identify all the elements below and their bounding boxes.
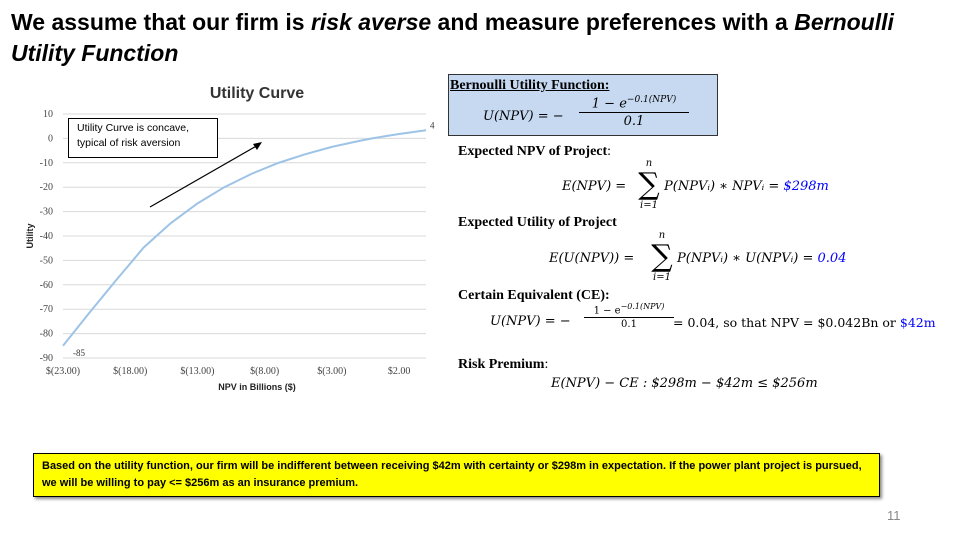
annotation-line-1: Utility Curve is concave,: [77, 122, 190, 134]
y-tick-label: -90: [40, 353, 53, 364]
expected-npv-colon: :: [607, 144, 612, 159]
slide-title: We assume that our firm is risk averse a…: [11, 7, 941, 69]
fraction-bar: [584, 317, 674, 319]
chart-title: Utility Curve: [210, 85, 304, 102]
expected-utility-lhs: E(U(NPV)) =: [549, 251, 635, 266]
title-emphasis-1: risk averse: [310, 9, 432, 35]
expected-npv-heading-text: Expected NPV of Project: [458, 144, 608, 159]
y-tick-label: -40: [40, 231, 53, 242]
utility-curve-line: [62, 129, 427, 347]
sum-upper-limit: n: [658, 230, 666, 241]
ce-numerator: 1 − e−0.1(NPV): [584, 302, 674, 316]
expected-npv-lhs: E(NPV) =: [562, 179, 627, 194]
title-emphasis-2: Bernoulli Utility Function: [11, 9, 894, 66]
y-axis-label: Utility: [25, 223, 35, 248]
y-tick-label: -80: [40, 329, 53, 340]
ce-denominator: 0.1: [621, 319, 637, 331]
sum-upper-limit: n: [645, 158, 653, 169]
expected-npv-value: $298m: [783, 179, 829, 194]
ce-lhs: U(NPV) = −: [490, 314, 571, 329]
sigma-symbol: ∑: [651, 239, 673, 274]
x-tick-label: $(13.00): [180, 366, 214, 377]
conclusion-note: Based on the utility function, our firm …: [33, 453, 880, 497]
expected-npv-rhs-text: P(NPVᵢ) ∗ NPVᵢ =: [664, 179, 780, 194]
bernoulli-exponent: −0.1(NPV): [626, 95, 677, 105]
y-tick-label: -50: [40, 255, 53, 266]
ce-rhs: = 0.04, so that NPV = $0.042Bn or $42m: [673, 315, 936, 330]
chart-gridlines: [63, 113, 426, 359]
y-axis-ticks: 10 0 -10 -20 -30 -40 -50 -60 -70 -80 -90: [40, 109, 53, 364]
ce-value: $42m: [899, 315, 936, 330]
y-tick-label: 0: [48, 133, 53, 144]
y-tick-label: -60: [40, 280, 53, 291]
x-tick-label: $2.00: [388, 366, 411, 377]
sigma-symbol: ∑: [638, 167, 660, 202]
ce-exponent: −0.1(NPV): [620, 302, 665, 311]
expected-utility-value: 0.04: [817, 251, 847, 266]
chart-series: [62, 129, 427, 347]
annotation-box: Utility Curve is concave, typical of ris…: [68, 118, 218, 158]
expected-npv-heading: Expected NPV of Project:: [458, 144, 611, 160]
chart-point-labels: -85 4: [73, 120, 435, 357]
x-tick-label: $(3.00): [317, 366, 346, 377]
y-tick-label: -70: [40, 304, 53, 315]
y-tick-label: -30: [40, 207, 53, 218]
annotation-arrow: [149, 143, 261, 208]
expected-utility-rhs-text: P(NPVᵢ) ∗ U(NPVᵢ) =: [677, 251, 814, 266]
expected-utility-rhs: P(NPVᵢ) ∗ U(NPVᵢ) = 0.04: [677, 251, 846, 266]
sum-icon: n ∑ i=1: [649, 230, 675, 284]
utility-curve-chart: Utility Curve 10 0 -10 -20 -30 -40 -50 -60 -70 -8…: [25, 85, 435, 392]
ce-numerator-base: 1 − e: [593, 305, 621, 317]
bernoulli-denominator: 0.1: [623, 114, 645, 130]
bernoulli-lhs: U(NPV) = −: [483, 109, 564, 124]
arrow-head-icon: [253, 142, 262, 150]
x-tick-label: $(23.00): [46, 366, 80, 377]
sum-lower-limit: i=1: [640, 200, 658, 211]
expected-utility-heading: Expected Utility of Project: [458, 215, 617, 230]
sum-icon: n ∑ i=1: [636, 158, 662, 212]
title-text-2: and measure preferences with a: [431, 9, 795, 35]
bernoulli-heading: Bernoulli Utility Function:: [450, 78, 610, 93]
risk-premium-colon: :: [544, 357, 549, 372]
title-text-1: We assume that our firm is: [11, 9, 311, 35]
y-tick-label: -10: [40, 158, 53, 169]
bernoulli-fraction: 1 − e−0.1(NPV) 0.1: [579, 95, 689, 129]
annotation-line-2: typical of risk aversion: [77, 137, 181, 149]
risk-premium-equation: E(NPV) − CE : $298m − $42m ≤ $256m: [551, 376, 818, 391]
expected-npv-rhs: P(NPVᵢ) ∗ NPVᵢ = $298m: [664, 179, 829, 194]
slide-number: 11: [887, 508, 901, 523]
y-tick-label: -20: [40, 182, 53, 193]
fraction-bar: [579, 112, 689, 114]
x-tick-label: $(8.00): [250, 366, 279, 377]
x-axis-ticks: $(23.00) $(18.00) $(13.00) $(8.00) $(3.00) $2…: [46, 366, 410, 377]
bernoulli-formula-box: Bernoulli Utility Function: U(NPV) = − 1…: [448, 74, 718, 136]
x-tick-label: $(18.00): [113, 366, 147, 377]
ce-fraction: 1 − e−0.1(NPV) 0.1: [584, 302, 674, 330]
bernoulli-numerator: 1 − e−0.1(NPV): [579, 95, 689, 111]
y-tick-label: 10: [43, 109, 53, 120]
sum-lower-limit: i=1: [653, 272, 671, 283]
bernoulli-numerator-base: 1 − e: [591, 96, 627, 112]
certain-equivalent-heading: Certain Equivalent (CE):: [458, 288, 610, 303]
data-label: -85: [73, 348, 85, 358]
risk-premium-heading: Risk Premium:: [458, 357, 548, 373]
x-axis-label: NPV in Billions ($): [218, 382, 296, 392]
ce-rhs-text: = 0.04, so that NPV = $0.042Bn or: [673, 315, 896, 330]
risk-premium-heading-text: Risk Premium: [458, 357, 545, 372]
data-label: 4: [430, 120, 435, 130]
